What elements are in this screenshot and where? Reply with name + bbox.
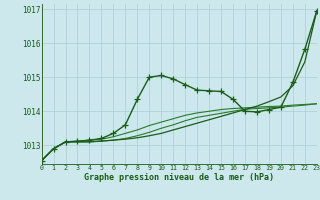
- X-axis label: Graphe pression niveau de la mer (hPa): Graphe pression niveau de la mer (hPa): [84, 173, 274, 182]
